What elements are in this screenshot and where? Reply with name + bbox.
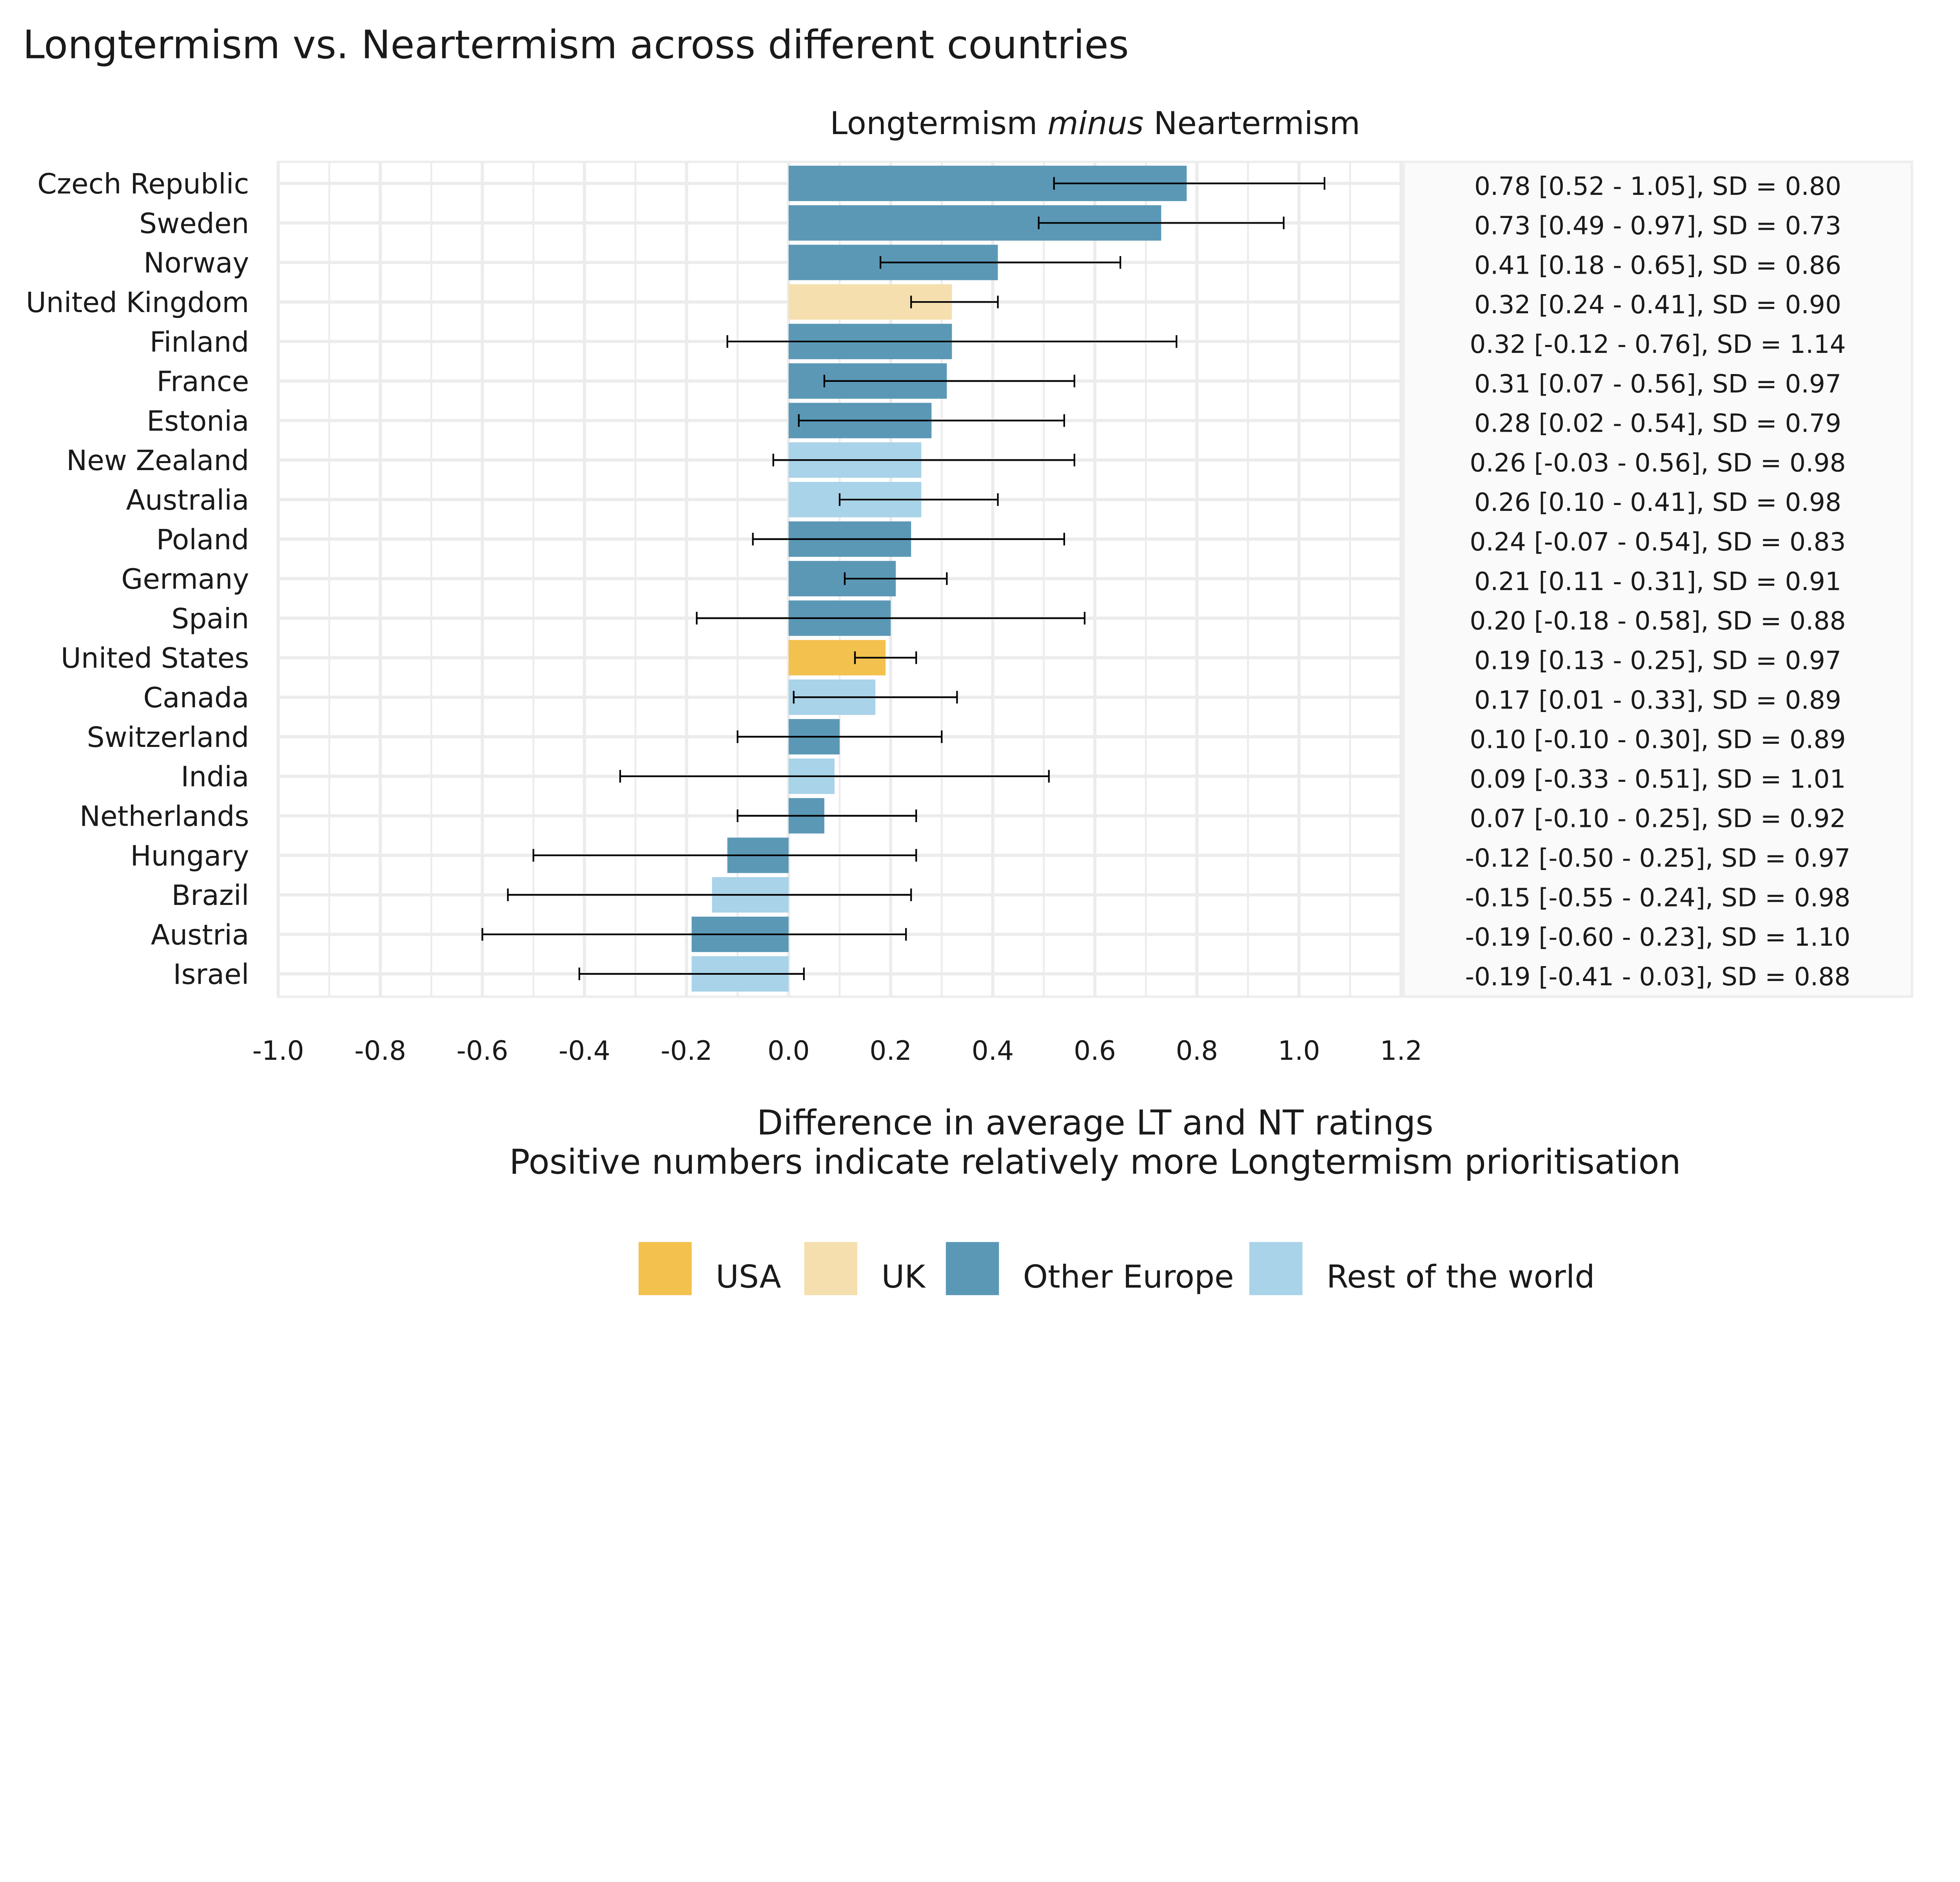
value-label: 0.21 [0.11 - 0.31], SD = 0.91 xyxy=(1474,567,1841,596)
value-label: 0.32 [0.24 - 0.41], SD = 0.90 xyxy=(1474,290,1841,320)
country-label: Canada xyxy=(143,681,249,714)
legend: USA UK Other Europe Rest of the world xyxy=(639,1242,1595,1295)
value-label: 0.26 [0.10 - 0.41], SD = 0.98 xyxy=(1474,488,1841,517)
value-label: 0.10 [-0.10 - 0.30], SD = 0.89 xyxy=(1470,725,1846,754)
country-label: Australia xyxy=(126,484,249,516)
facet-title-italic: minus xyxy=(1047,105,1143,142)
x-tick-label: 0.4 xyxy=(972,1035,1014,1066)
label-panel xyxy=(1402,160,1913,998)
country-label: Finland xyxy=(150,326,249,358)
value-label: -0.12 [-0.50 - 0.25], SD = 0.97 xyxy=(1465,843,1851,873)
country-label: India xyxy=(181,761,249,793)
legend-label: UK xyxy=(881,1259,926,1295)
country-label: New Zealand xyxy=(66,444,249,477)
country-label: Spain xyxy=(171,602,249,635)
value-label: -0.15 [-0.55 - 0.24], SD = 0.98 xyxy=(1465,883,1851,912)
value-label: 0.19 [0.13 - 0.25], SD = 0.97 xyxy=(1474,646,1841,675)
value-label: 0.17 [0.01 - 0.33], SD = 0.89 xyxy=(1474,685,1841,715)
country-label: Israel xyxy=(173,958,249,991)
x-tick-label: 0.6 xyxy=(1074,1035,1116,1066)
legend-label: Other Europe xyxy=(1023,1259,1234,1295)
x-axis-subtitle: Positive numbers indicate relatively mor… xyxy=(509,1142,1681,1182)
value-label: 0.26 [-0.03 - 0.56], SD = 0.98 xyxy=(1470,448,1846,478)
country-label: United Kingdom xyxy=(26,286,249,319)
legend-key xyxy=(804,1242,858,1295)
value-label: 0.32 [-0.12 - 0.76], SD = 1.14 xyxy=(1470,330,1846,359)
chart: Longtermism vs. Neartermism across diffe… xyxy=(23,22,1913,1295)
facet-title: Longtermism minus Neartermism xyxy=(830,105,1360,142)
country-label: Norway xyxy=(143,247,249,279)
legend-key xyxy=(639,1242,692,1295)
legend-label: Rest of the world xyxy=(1327,1259,1595,1295)
x-tick-label: -1.0 xyxy=(252,1035,304,1066)
country-label: Austria xyxy=(151,919,249,951)
value-label: 0.28 [0.02 - 0.54], SD = 0.79 xyxy=(1474,409,1841,438)
country-label: Estonia xyxy=(147,405,249,437)
x-tick-label: 0.0 xyxy=(768,1035,810,1066)
value-label: 0.07 [-0.10 - 0.25], SD = 0.92 xyxy=(1470,804,1846,834)
country-label: Hungary xyxy=(130,839,249,872)
country-label: Sweden xyxy=(139,207,249,240)
country-label: Poland xyxy=(156,523,249,556)
country-label: Netherlands xyxy=(80,800,249,832)
country-labels: Czech Republic Sweden Norway United Kingdom… xyxy=(26,168,249,991)
legend-label: USA xyxy=(716,1259,781,1295)
value-label: -0.19 [-0.41 - 0.03], SD = 0.88 xyxy=(1465,962,1851,992)
value-label: 0.31 [0.07 - 0.56], SD = 0.97 xyxy=(1474,369,1841,399)
country-label: Czech Republic xyxy=(37,168,249,200)
x-ticks: -1.0 -0.8 -0.6 -0.4 -0.2 0.0 0.2 0.4 0.6 0.8 1.0 1.… xyxy=(252,1035,1422,1066)
value-label: 0.24 [-0.07 - 0.54], SD = 0.83 xyxy=(1470,527,1846,557)
x-tick-label: 1.2 xyxy=(1380,1035,1422,1066)
x-axis-title: Difference in average LT and NT ratings xyxy=(757,1103,1434,1143)
legend-key xyxy=(946,1242,999,1295)
x-tick-label: -0.4 xyxy=(559,1035,610,1066)
value-labels: 0.78 [0.52 - 1.05], SD = 0.80 0.73 [0.49 … xyxy=(1465,172,1851,992)
value-label: 0.78 [0.52 - 1.05], SD = 0.80 xyxy=(1474,172,1841,201)
error-bars xyxy=(481,177,1325,980)
grid xyxy=(276,162,1403,997)
facet-title-before: Longtermism xyxy=(830,105,1047,142)
legend-key xyxy=(1249,1242,1303,1295)
x-tick-label: -0.8 xyxy=(354,1035,406,1066)
country-label: France xyxy=(157,365,249,398)
value-label: 0.73 [0.49 - 0.97], SD = 0.73 xyxy=(1474,211,1841,241)
chart-title: Longtermism vs. Neartermism across diffe… xyxy=(23,22,1129,67)
x-tick-label: 1.0 xyxy=(1278,1035,1320,1066)
country-label: Brazil xyxy=(171,879,249,912)
x-tick-label: 0.2 xyxy=(869,1035,912,1066)
country-label: United States xyxy=(61,642,249,674)
x-tick-label: -0.6 xyxy=(456,1035,508,1066)
value-label: 0.09 [-0.33 - 0.51], SD = 1.01 xyxy=(1470,765,1846,794)
value-label: 0.20 [-0.18 - 0.58], SD = 0.88 xyxy=(1470,607,1846,636)
value-label: 0.41 [0.18 - 0.65], SD = 0.86 xyxy=(1474,251,1841,280)
facet-title-after: Neartermism xyxy=(1143,105,1360,142)
value-label: -0.19 [-0.60 - 0.23], SD = 1.10 xyxy=(1465,923,1851,952)
country-label: Germany xyxy=(121,563,249,596)
country-label: Switzerland xyxy=(87,721,249,754)
x-tick-label: -0.2 xyxy=(661,1035,712,1066)
x-tick-label: 0.8 xyxy=(1176,1035,1218,1066)
